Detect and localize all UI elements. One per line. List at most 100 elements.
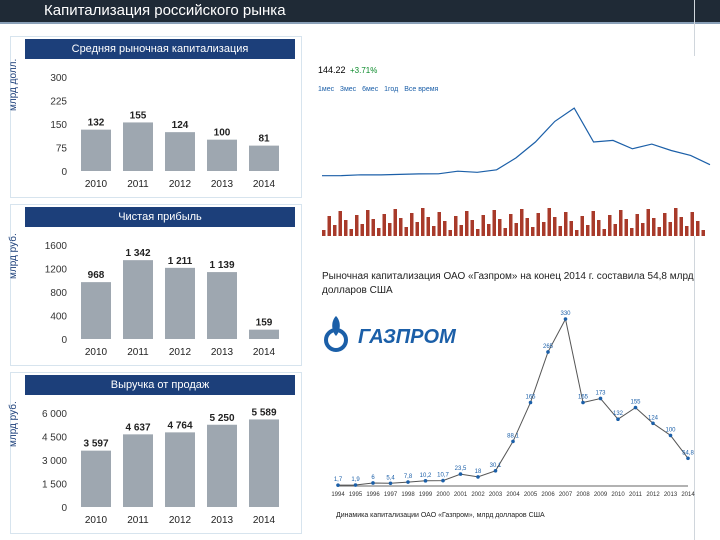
gazprom-logo: ГАЗПРОМ xyxy=(322,312,456,361)
stock-range-tab[interactable]: Все время xyxy=(404,86,439,93)
data-label: 3 597 xyxy=(83,439,108,450)
history-x-tick: 2012 xyxy=(646,492,660,498)
x-tick-label: 2011 xyxy=(127,179,149,190)
volume-bar xyxy=(531,227,535,236)
history-data-label: 10,7 xyxy=(437,473,449,479)
history-x-tick: 2008 xyxy=(576,492,590,498)
history-x-tick: 2010 xyxy=(611,492,625,498)
history-data-label: 88,1 xyxy=(507,433,519,439)
volume-bar xyxy=(679,217,683,236)
volume-bar xyxy=(404,227,408,236)
stock-range-tab[interactable]: 6мес xyxy=(362,86,381,93)
volume-bar xyxy=(641,223,645,236)
volume-bar xyxy=(399,218,403,236)
volume-bar xyxy=(685,226,689,236)
slide-title: Капитализация российского рынка xyxy=(44,2,286,19)
bar xyxy=(249,145,279,171)
stock-range-tab[interactable]: 1мес xyxy=(318,86,337,93)
history-x-tick: 2011 xyxy=(629,492,643,498)
volume-bar xyxy=(322,230,326,236)
y-tick-label: 300 xyxy=(50,73,67,84)
history-data-label: 165 xyxy=(525,395,536,401)
volume-bar xyxy=(327,216,331,236)
data-label: 4 764 xyxy=(167,420,192,431)
stock-price-line xyxy=(321,107,711,177)
history-point xyxy=(388,481,393,486)
stock-range-tab[interactable]: 1год xyxy=(384,86,401,93)
data-label: 5 589 xyxy=(251,407,276,418)
volume-bar xyxy=(624,219,628,236)
volume-bar xyxy=(338,211,342,236)
bar xyxy=(165,132,195,171)
y-tick-label: 1200 xyxy=(45,265,68,276)
chart-panel-3: Выручка от продаж млрд руб. 6 000 4 500 3 00… xyxy=(8,372,302,534)
history-point xyxy=(686,456,690,461)
history-x-tick: 2003 xyxy=(489,492,503,498)
bar-chart: 300 225 150 75 0 132 2010 155 2011 124 2012 100 2013… xyxy=(50,73,279,190)
volume-bar xyxy=(333,225,337,236)
volume-bar xyxy=(476,229,480,236)
x-tick-label: 2014 xyxy=(253,179,276,190)
y-tick-label: 1 500 xyxy=(42,480,67,491)
volume-bar xyxy=(613,224,617,236)
y-tick-label: 0 xyxy=(61,503,67,514)
bar xyxy=(249,419,279,507)
volume-bar xyxy=(454,216,458,236)
slide-header-bar xyxy=(0,0,720,24)
history-data-label: 165 xyxy=(578,395,589,401)
volume-bar xyxy=(597,220,601,236)
volume-bar xyxy=(366,210,370,236)
volume-bar xyxy=(591,211,595,236)
history-point xyxy=(476,475,480,479)
history-chart: 1,7 1994 1,9 1995 6 1996 5,4 1997 7,8 1998 10,2 199… xyxy=(331,311,695,498)
volume-bar xyxy=(696,221,700,236)
volume-bar xyxy=(668,222,672,236)
right-divider xyxy=(694,0,695,540)
history-point xyxy=(371,481,375,485)
history-data-label: 1,7 xyxy=(334,477,343,483)
history-x-tick: 2006 xyxy=(541,492,555,498)
x-tick-label: 2010 xyxy=(85,179,108,190)
history-point xyxy=(651,421,655,426)
volume-bar xyxy=(553,217,557,236)
data-label: 1 139 xyxy=(209,260,234,271)
history-x-tick: 1995 xyxy=(349,492,363,498)
volume-bar xyxy=(481,215,485,236)
data-label: 100 xyxy=(214,128,231,139)
history-data-label: 30,1 xyxy=(490,463,502,469)
x-tick-label: 2012 xyxy=(169,179,192,190)
volume-bar xyxy=(635,214,639,236)
bar xyxy=(249,329,279,339)
history-data-label: 23,5 xyxy=(455,466,467,472)
history-point xyxy=(423,479,428,483)
data-label: 1 342 xyxy=(125,248,150,259)
volume-bar xyxy=(663,213,667,236)
history-data-label: 265 xyxy=(543,344,554,350)
stock-change: +3.71% xyxy=(349,66,378,75)
y-tick-label: 225 xyxy=(50,97,67,108)
volume-bar xyxy=(421,208,425,236)
volume-bar xyxy=(388,223,392,236)
gazprom-flame-icon xyxy=(324,316,348,352)
x-tick-label: 2010 xyxy=(85,515,108,526)
volume-bar xyxy=(575,230,579,236)
volume-bar xyxy=(393,209,397,236)
history-data-label: 7,8 xyxy=(404,474,413,480)
y-tick-label: 400 xyxy=(50,312,67,323)
y-tick-label: 1600 xyxy=(45,241,68,252)
stock-range-tab[interactable]: 3мес xyxy=(340,86,359,93)
history-point xyxy=(581,400,585,405)
history-point xyxy=(563,317,568,321)
bar xyxy=(81,450,111,507)
volume-bar xyxy=(492,210,496,236)
data-label: 5 250 xyxy=(209,413,234,424)
x-tick-label: 2012 xyxy=(169,347,192,358)
history-point xyxy=(493,468,498,473)
data-label: 1 211 xyxy=(168,256,193,267)
history-data-label: 5,4 xyxy=(386,475,395,481)
history-x-tick: 1998 xyxy=(401,492,415,498)
history-point xyxy=(406,480,410,484)
volume-bar xyxy=(465,211,469,236)
chart-title: Выручка от продаж xyxy=(25,375,295,395)
volume-bar xyxy=(448,230,452,236)
